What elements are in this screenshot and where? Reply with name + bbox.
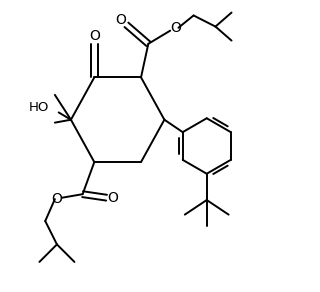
Text: O: O bbox=[89, 29, 100, 43]
Text: HO: HO bbox=[29, 101, 49, 114]
Text: O: O bbox=[52, 192, 62, 206]
Text: O: O bbox=[170, 21, 181, 35]
Text: O: O bbox=[116, 13, 127, 27]
Text: O: O bbox=[107, 191, 118, 205]
